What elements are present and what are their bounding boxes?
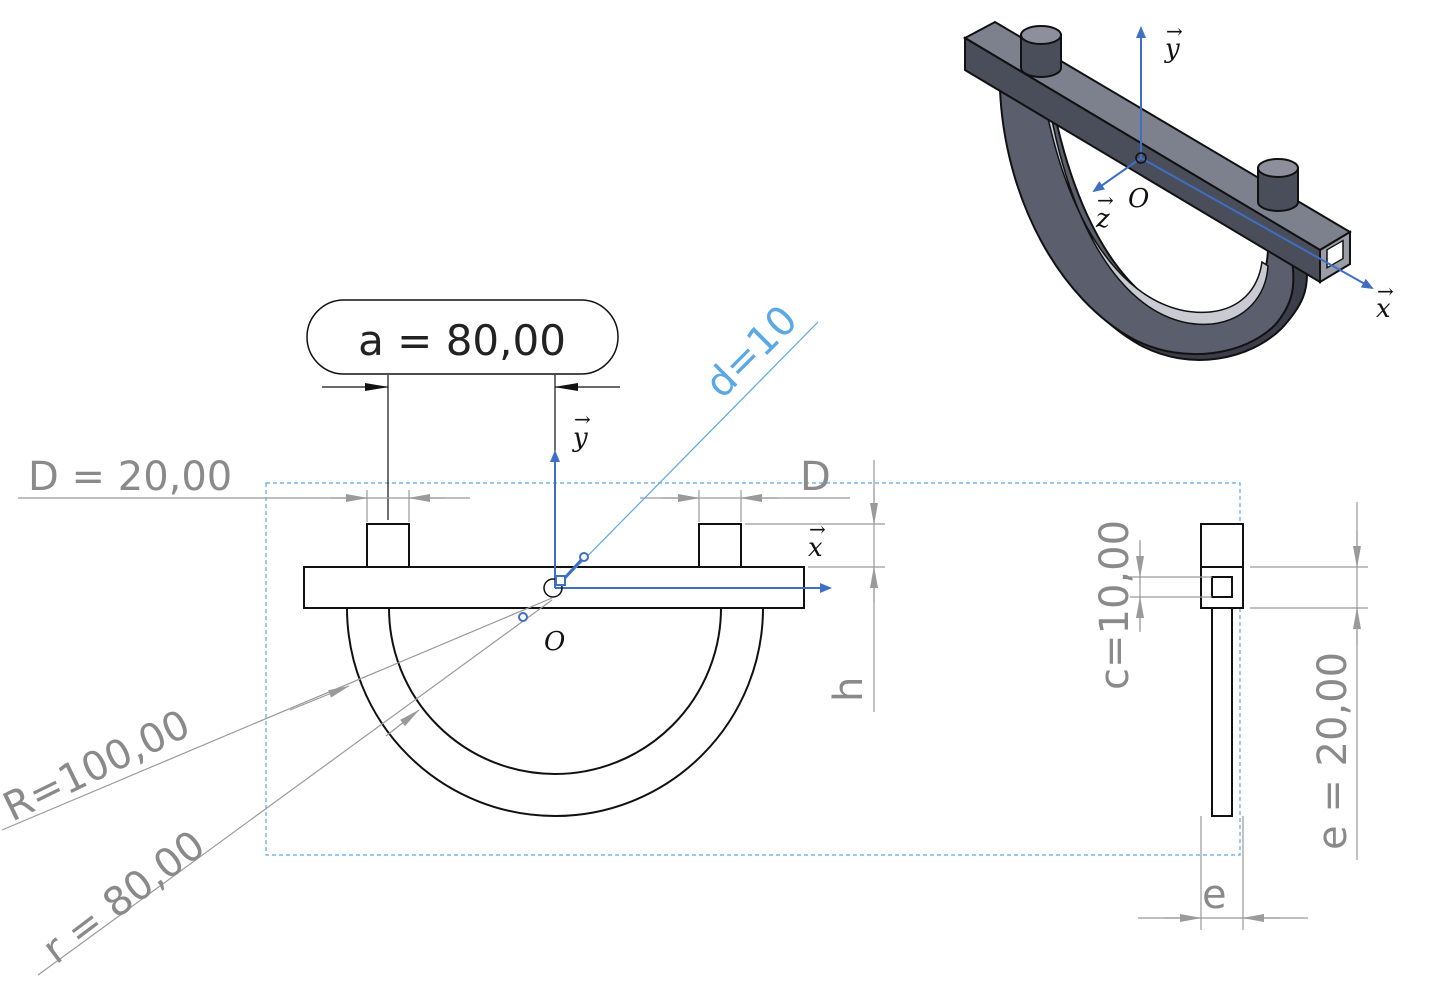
front-origin-marker xyxy=(543,578,563,598)
pin-right xyxy=(698,523,742,568)
dimension-r-arrow xyxy=(385,709,420,737)
front-x-arrow-glyph: → xyxy=(809,517,826,541)
dimension-a-label: a = 80,00 xyxy=(358,316,566,365)
dimension-d-leader xyxy=(559,321,819,585)
dimension-r-leader xyxy=(37,599,553,976)
side-ring xyxy=(1211,607,1233,817)
dimension-a: a = 80,00 xyxy=(306,299,620,520)
front-axes: y → x → O xyxy=(543,407,832,657)
dimension-R-arrow xyxy=(289,685,350,711)
iso-z-arrow-glyph: → xyxy=(1097,188,1114,212)
front-y-label: y xyxy=(572,423,588,453)
sketch-bounding-box xyxy=(265,482,1241,856)
iso-x-axis xyxy=(1140,157,1374,289)
iso-ring-inner-edge xyxy=(1046,116,1269,326)
dimension-D-right-label: D xyxy=(800,454,831,500)
dimension-h-label: h xyxy=(826,677,872,702)
dimension-r-label: r = 80,00 xyxy=(34,822,213,973)
dimension-c-label: c=10,00 xyxy=(1092,520,1138,690)
iso-x-arrow-glyph: → xyxy=(1377,279,1394,303)
ring-outer-arc xyxy=(346,607,764,817)
pin-left xyxy=(366,523,410,568)
iso-origin-label: O xyxy=(1128,184,1149,214)
dimension-d-handle-dot xyxy=(579,552,589,562)
isometric-view: y → x → z → O xyxy=(962,19,1394,361)
front-x-label: x xyxy=(808,533,823,563)
side-bar-hole xyxy=(1211,576,1233,598)
iso-pin-left xyxy=(1020,25,1062,78)
iso-x-label: x xyxy=(1376,294,1391,324)
dimension-c: c=10,00 xyxy=(1092,520,1212,690)
front-y-arrow-glyph: → xyxy=(574,407,591,431)
side-view-part xyxy=(1200,523,1244,817)
dimension-e-bottom-label: e xyxy=(1202,872,1227,918)
iso-origin-marker xyxy=(1135,152,1147,164)
dimension-radius-point xyxy=(518,612,528,622)
dimension-e-label: e = 20,00 xyxy=(1310,652,1356,850)
front-origin-square xyxy=(555,575,566,586)
side-pin xyxy=(1200,523,1244,568)
dimension-R-label: R=100,00 xyxy=(0,701,197,831)
iso-y-label: y xyxy=(1164,34,1180,64)
iso-y-arrow-glyph: → xyxy=(1166,19,1183,43)
iso-z-axis xyxy=(1092,157,1142,193)
front-origin-label: O xyxy=(544,627,565,657)
dimension-D-label: D = 20,00 xyxy=(28,454,232,500)
dimension-e-bottom: e xyxy=(1138,816,1308,930)
dimension-radii: R=100,00 r = 80,00 xyxy=(0,597,553,976)
iso-bar-hole xyxy=(1326,239,1344,270)
dimension-h: h xyxy=(745,460,885,712)
dimension-R-leader xyxy=(1,597,553,831)
dimension-d-label: d=10 xyxy=(697,297,807,407)
dimension-a-badge xyxy=(306,299,619,375)
ring-inner-arc xyxy=(388,607,722,775)
dimension-e-right: e = 20,00 xyxy=(1250,502,1368,860)
iso-z-label: z xyxy=(1095,204,1110,234)
iso-pin-right xyxy=(1257,158,1299,212)
dimension-D-right: D xyxy=(640,454,850,522)
dimension-D-left: D = 20,00 xyxy=(18,454,470,522)
